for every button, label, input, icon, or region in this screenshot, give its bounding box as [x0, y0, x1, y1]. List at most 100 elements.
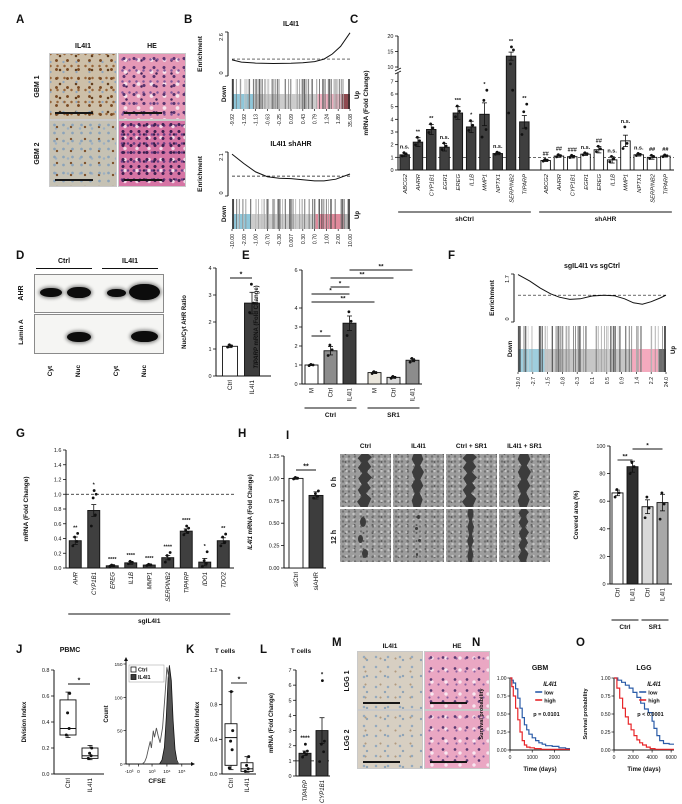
- svg-text:EREG: EREG: [110, 572, 116, 589]
- svg-text:0.50: 0.50: [601, 712, 611, 718]
- svg-text:0: 0: [602, 582, 605, 588]
- bar: [426, 129, 437, 171]
- svg-text:*: *: [93, 483, 96, 489]
- blot-header-line: [102, 268, 158, 269]
- data-point: [184, 528, 188, 532]
- svg-text:n.s.: n.s.: [621, 119, 631, 125]
- data-point: [245, 763, 249, 767]
- data-point: [596, 144, 600, 148]
- survival-curve: [614, 677, 674, 750]
- data-point: [440, 148, 444, 151]
- data-point: [663, 153, 667, 157]
- data-point: [455, 104, 459, 108]
- svg-text:6: 6: [288, 683, 291, 689]
- svg-text:0.8: 0.8: [42, 668, 50, 674]
- svg-text:IL4I1 mRNA (Fold Change): IL4I1 mRNA (Fold Change): [248, 474, 254, 549]
- panelM-row-lgg2: LGG 2: [344, 729, 351, 751]
- svg-text:4: 4: [294, 306, 297, 312]
- km-plot-gbm: GBM 0.00 0.25 0.50 0.75 1.00 0 1000 2000 Survival…: [479, 665, 570, 773]
- data-point: [226, 345, 229, 349]
- svg-text:10: 10: [387, 65, 393, 71]
- svg-text:Down: Down: [222, 85, 228, 102]
- data-point: [91, 496, 95, 500]
- data-point: [660, 491, 664, 495]
- data-point: [608, 160, 612, 164]
- svg-text:0: 0: [390, 168, 393, 174]
- svg-text:*: *: [204, 544, 207, 550]
- data-point: [543, 157, 547, 161]
- svg-text:-0.63: -0.63: [265, 114, 271, 126]
- blot-row-ahr: AHR: [18, 285, 25, 301]
- data-point: [68, 691, 72, 695]
- svg-text:IL4I1: IL4I1: [661, 587, 667, 601]
- il4i1-histogram: [159, 665, 180, 765]
- svg-text:****: ****: [182, 518, 191, 524]
- data-point: [400, 154, 404, 158]
- data-point: [410, 356, 414, 360]
- svg-text:0: 0: [219, 191, 225, 194]
- svg-text:10³: 10³: [149, 769, 156, 775]
- svg-text:0.09: 0.09: [289, 114, 295, 124]
- data-point: [252, 301, 255, 305]
- svg-text:low: low: [648, 691, 658, 697]
- panelK-title: T cells: [214, 648, 236, 655]
- data-point: [185, 524, 189, 528]
- data-point: [652, 155, 656, 159]
- svg-text:**: **: [340, 296, 346, 303]
- svg-text:6: 6: [294, 268, 297, 274]
- svg-text:5: 5: [390, 105, 393, 111]
- wound-gap: [517, 454, 531, 507]
- svg-text:50: 50: [117, 729, 123, 735]
- svg-text:Ctrl: Ctrl: [227, 379, 234, 390]
- data-point: [599, 147, 602, 151]
- svg-text:0.50: 0.50: [269, 521, 280, 527]
- svg-text:siAHR: siAHR: [313, 572, 320, 591]
- svg-text:*: *: [339, 281, 342, 288]
- data-point: [318, 760, 321, 764]
- data-point: [643, 516, 647, 520]
- svg-text:Enrichment: Enrichment: [197, 35, 204, 72]
- svg-text:##: ##: [556, 147, 562, 153]
- svg-text:shAHR: shAHR: [595, 216, 617, 223]
- wound-gap: [357, 454, 372, 507]
- svg-text:1.0: 1.0: [54, 492, 62, 498]
- svg-text:CYP1B1: CYP1B1: [320, 780, 326, 803]
- bar: [308, 494, 324, 569]
- data-point: [294, 476, 297, 479]
- data-point: [623, 125, 627, 129]
- ihc-image-lgg2-il4i1: [357, 710, 423, 769]
- svg-text:**: **: [221, 526, 226, 532]
- svg-text:Enrichment: Enrichment: [197, 155, 204, 192]
- data-point: [482, 98, 486, 102]
- svg-text:1.25: 1.25: [269, 454, 280, 460]
- svg-text:*: *: [646, 443, 649, 450]
- data-point: [89, 754, 93, 758]
- data-point: [126, 562, 130, 566]
- scratch-image-12h-ctrl: [340, 509, 391, 562]
- data-point: [484, 128, 488, 131]
- blot-header-il4i1: IL4I1: [122, 258, 138, 265]
- svg-text:2.00: 2.00: [336, 234, 342, 244]
- svg-text:10⁵: 10⁵: [178, 769, 185, 775]
- panel-label-l: L: [260, 644, 268, 656]
- svg-text:ABCG2: ABCG2: [544, 173, 550, 194]
- svg-text:-2.00: -2.00: [242, 234, 248, 246]
- panel-label-k: K: [186, 644, 195, 656]
- svg-text:3: 3: [294, 325, 297, 331]
- data-point: [71, 544, 75, 548]
- svg-text:1.2: 1.2: [54, 478, 62, 484]
- bar: [216, 540, 230, 569]
- data-point: [312, 496, 315, 500]
- svg-text:IL4I1: IL4I1: [244, 778, 251, 793]
- data-point: [219, 544, 223, 548]
- svg-text:SERPINB2: SERPINB2: [650, 173, 656, 202]
- svg-text:7: 7: [390, 79, 393, 85]
- scratch-col-ctrl-sr1: Ctrl + SR1: [455, 443, 488, 450]
- svg-text:Ctrl: Ctrl: [616, 588, 622, 597]
- blot-lane-cyt2: Cyt: [113, 365, 120, 377]
- data-point: [374, 371, 378, 374]
- data-point: [568, 156, 572, 159]
- svg-text:n.s.: n.s.: [581, 145, 591, 151]
- panel-label-g: G: [16, 428, 25, 440]
- svg-text:3: 3: [390, 130, 393, 136]
